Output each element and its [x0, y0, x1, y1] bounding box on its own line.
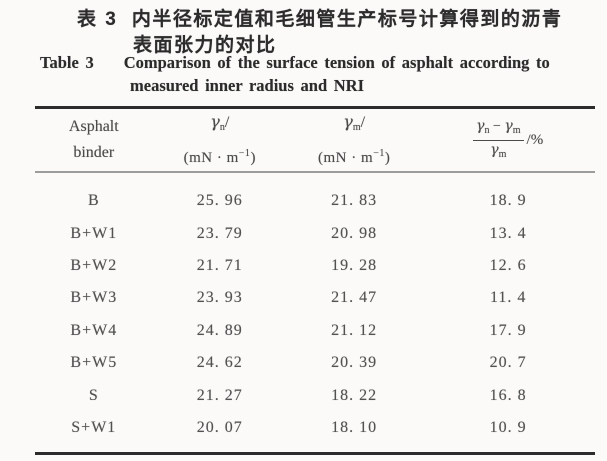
cell-gamma-n: 20. 07	[196, 418, 243, 436]
cell-gamma-n: 21. 27	[196, 386, 243, 404]
cell-gamma-n: 25. 96	[196, 192, 243, 210]
table-row: B+W2 21. 71 19. 28 12. 6	[35, 250, 595, 282]
table-row: B+W1 23. 79 20. 98 13. 4	[35, 217, 595, 249]
cell-gamma-n: 23. 79	[196, 224, 243, 242]
cell-gamma-n: 24. 89	[196, 321, 243, 339]
cell-binder: B+W5	[70, 354, 118, 372]
cell-gamma-m: 21. 12	[331, 321, 378, 339]
table-row: B 25. 96 21. 83 18. 9	[35, 185, 595, 217]
cell-diff: 18. 9	[489, 192, 527, 210]
cell-gamma-m: 20. 39	[331, 354, 378, 372]
cell-gamma-m: 18. 10	[331, 418, 378, 436]
column-header-gamma-m: γm/ (mN · m−1)	[318, 112, 391, 166]
table-caption-zh-line1: 表 3 内半径标定值和毛细管生产标号计算得到的沥青	[77, 4, 562, 31]
table-row: B+W3 23. 93 21. 47 11. 4	[35, 282, 595, 314]
cell-diff: 11. 4	[489, 289, 527, 307]
table-row: B+W4 24. 89 21. 12 17. 9	[35, 315, 595, 347]
cell-diff: 16. 8	[489, 386, 527, 404]
cell-gamma-n: 23. 93	[196, 289, 243, 307]
column-header-gamma-n: γn/ (mN · m−1)	[183, 112, 256, 166]
cell-gamma-m: 20. 98	[331, 224, 378, 242]
cell-diff: 17. 9	[489, 321, 527, 339]
cell-gamma-m: 21. 83	[331, 192, 378, 210]
table-number-zh: 表 3	[77, 9, 118, 30]
table-caption-zh-line2: 表面张力的对比	[133, 35, 277, 56]
cell-diff: 13. 4	[489, 224, 527, 242]
cell-diff: 10. 9	[489, 418, 527, 436]
table-header-row: Asphalt binder γn/ (mN · m−1) γm/ (mN · …	[35, 109, 595, 171]
table-row: S 21. 27 18. 22 16. 8	[35, 379, 595, 411]
cell-diff: 20. 7	[489, 354, 527, 372]
cell-gamma-n: 24. 62	[196, 354, 243, 372]
cell-diff: 12. 6	[489, 256, 527, 274]
results-table: Asphalt binder γn/ (mN · m−1) γm/ (mN · …	[35, 106, 595, 456]
cell-binder: B+W2	[70, 256, 118, 274]
cell-binder: B+W3	[70, 289, 118, 307]
cell-binder: B+W1	[70, 224, 118, 242]
cell-gamma-m: 18. 22	[331, 386, 378, 404]
column-header-relative-difference: γn − γm γm /%	[421, 118, 595, 163]
table-rule-top	[35, 106, 595, 109]
cell-binder: B+W4	[70, 321, 118, 339]
cell-binder: B	[87, 192, 100, 210]
caption-en-text: Comparison of the surface tension of asp…	[123, 53, 550, 72]
column-header-asphalt-binder: Asphalt binder	[68, 118, 119, 161]
table-row: B+W5 24. 62 20. 39 20. 7	[35, 347, 595, 379]
table-caption-en-line2: measured inner radius and NRI	[130, 76, 365, 95]
cell-binder: S	[88, 386, 99, 404]
table-rule-mid	[35, 171, 595, 173]
cell-binder: S+W1	[71, 418, 117, 436]
table-row: S+W1 20. 07 18. 10 10. 9	[35, 412, 595, 444]
ratio-fraction: γn − γm γm	[473, 118, 524, 163]
table-body: B 25. 96 21. 83 18. 9 B+W1 23. 79 20. 98…	[35, 173, 595, 452]
caption-zh-text: 内半径标定值和毛细管生产标号计算得到的沥青	[131, 9, 563, 30]
cell-gamma-m: 19. 28	[331, 256, 378, 274]
table-number-en: Table 3	[40, 53, 94, 72]
table-caption-en-line1: Table 3 Comparison of the surface tension…	[40, 53, 550, 73]
cell-gamma-n: 21. 71	[196, 256, 243, 274]
table-rule-bottom	[35, 452, 595, 456]
cell-gamma-m: 21. 47	[331, 289, 378, 307]
